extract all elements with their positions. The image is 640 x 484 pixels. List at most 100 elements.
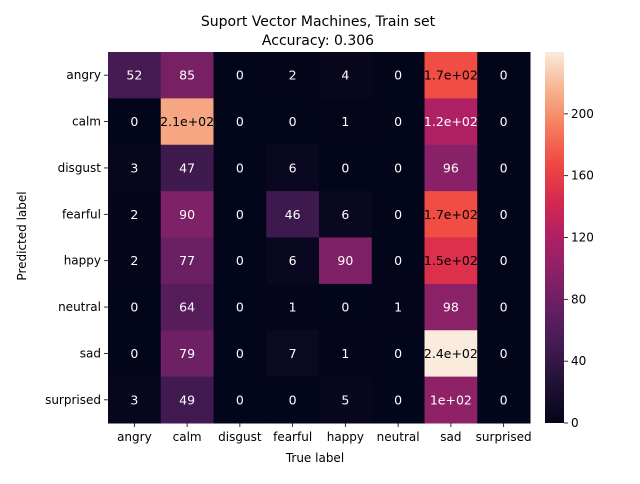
heatmap-cell bbox=[213, 376, 267, 424]
heatmap-cell bbox=[319, 98, 373, 146]
cell-value-label: 1.7e+02 bbox=[424, 207, 478, 222]
heatmap-cell bbox=[424, 237, 478, 285]
heatmap-cell bbox=[213, 98, 267, 146]
cell-value-label: 0 bbox=[500, 253, 508, 268]
cell-value-label: 1.2e+02 bbox=[424, 114, 478, 129]
cell-value-labels: 52 85 0 2 4 0 1.7e+02 0 0 2.1e+02 0 0 1 0 1.2e+02 0 3 47 0… bbox=[126, 68, 507, 408]
x-tick-label: angry bbox=[117, 430, 152, 444]
heatmap-cell bbox=[108, 237, 162, 285]
cell-value-label: 85 bbox=[179, 68, 195, 83]
heatmap-cell bbox=[424, 376, 478, 424]
cell-value-label: 52 bbox=[126, 68, 142, 83]
colorbar-tick-label: 0 bbox=[571, 416, 579, 430]
heatmap-cell bbox=[319, 52, 373, 99]
x-axis-ticks: angry calm disgust fearful happy neutral sad su… bbox=[117, 423, 532, 444]
cell-value-label: 64 bbox=[179, 300, 195, 315]
cell-value-label: 2.4e+02 bbox=[424, 346, 478, 361]
cell-value-label: 90 bbox=[337, 253, 353, 268]
heatmap-cell bbox=[371, 330, 425, 378]
heatmap-cell bbox=[108, 191, 162, 238]
x-tick-label: fearful bbox=[273, 430, 312, 444]
cell-value-label: 3 bbox=[130, 160, 138, 175]
cell-value-label: 0 bbox=[500, 346, 508, 361]
cell-value-label: 90 bbox=[179, 207, 195, 222]
heatmap-cell bbox=[424, 283, 478, 331]
heatmap-cell bbox=[108, 144, 162, 192]
cell-value-label: 0 bbox=[500, 68, 508, 83]
heatmap-cell bbox=[213, 237, 267, 285]
cell-value-label: 0 bbox=[500, 392, 508, 407]
y-tick-label: happy bbox=[64, 254, 101, 268]
cell-value-label: 0 bbox=[500, 207, 508, 222]
cell-value-label: 1.5e+02 bbox=[424, 253, 478, 268]
cell-value-label: 0 bbox=[236, 253, 244, 268]
heatmap-cell bbox=[424, 52, 478, 99]
y-tick-label: angry bbox=[66, 68, 101, 82]
heatmap-cell bbox=[266, 330, 320, 378]
heatmap-cell bbox=[266, 144, 320, 192]
heatmap-cell bbox=[371, 98, 425, 146]
heatmap-cell bbox=[108, 98, 162, 146]
heatmap-cell bbox=[266, 52, 320, 99]
heatmap-cell bbox=[477, 98, 531, 146]
cell-value-label: 2.1e+02 bbox=[160, 114, 214, 129]
heatmap-cell bbox=[160, 144, 214, 192]
colorbar-ticks: 0 40 80 120 160 200 bbox=[564, 107, 594, 430]
x-tick-label: surprised bbox=[476, 430, 532, 444]
heatmap-cell bbox=[213, 283, 267, 331]
cell-value-label: 0 bbox=[394, 68, 402, 83]
cell-value-label: 0 bbox=[130, 346, 138, 361]
heatmap-cell bbox=[424, 98, 478, 146]
cell-value-label: 6 bbox=[341, 207, 349, 222]
heatmap-cell bbox=[160, 191, 214, 238]
cell-value-label: 1 bbox=[289, 300, 297, 315]
heatmap-cell bbox=[319, 237, 373, 285]
cell-value-label: 4 bbox=[341, 68, 349, 83]
cell-value-label: 2 bbox=[289, 68, 297, 83]
cell-value-label: 0 bbox=[500, 160, 508, 175]
cell-value-label: 0 bbox=[394, 392, 402, 407]
heatmap-cell bbox=[319, 330, 373, 378]
heatmap-cell bbox=[477, 330, 531, 378]
heatmap-cell bbox=[160, 376, 214, 424]
x-axis-label: True label bbox=[285, 451, 344, 465]
cell-value-label: 0 bbox=[130, 114, 138, 129]
heatmap-cell bbox=[213, 330, 267, 378]
heatmap-cell bbox=[266, 191, 320, 238]
heatmap-cell bbox=[477, 283, 531, 331]
heatmap-cell bbox=[160, 283, 214, 331]
x-tick-label: disgust bbox=[218, 430, 262, 444]
heatmap-cell bbox=[160, 52, 214, 99]
cell-value-label: 2 bbox=[130, 207, 138, 222]
cell-value-label: 47 bbox=[179, 160, 195, 175]
heatmap-cell bbox=[266, 283, 320, 331]
heatmap-cell bbox=[213, 191, 267, 238]
cell-value-label: 0 bbox=[394, 253, 402, 268]
cell-value-label: 1e+02 bbox=[430, 392, 472, 407]
cell-value-label: 0 bbox=[236, 207, 244, 222]
heatmap-cell bbox=[477, 191, 531, 238]
y-tick-label: sad bbox=[80, 346, 101, 360]
cell-value-label: 1 bbox=[394, 300, 402, 315]
cell-value-label: 0 bbox=[130, 300, 138, 315]
cell-value-label: 46 bbox=[285, 207, 301, 222]
cell-value-label: 0 bbox=[236, 114, 244, 129]
cell-value-label: 2 bbox=[130, 253, 138, 268]
heatmap-cell bbox=[319, 376, 373, 424]
heatmap-cell bbox=[477, 237, 531, 285]
cell-value-label: 0 bbox=[394, 160, 402, 175]
heatmap-cell bbox=[213, 144, 267, 192]
colorbar bbox=[545, 52, 564, 423]
heatmap-cell bbox=[371, 237, 425, 285]
cell-value-label: 6 bbox=[289, 253, 297, 268]
y-tick-label: calm bbox=[72, 115, 101, 129]
colorbar-tick-label: 40 bbox=[571, 354, 586, 368]
cell-value-label: 6 bbox=[289, 160, 297, 175]
cell-value-label: 0 bbox=[394, 346, 402, 361]
cell-value-label: 1 bbox=[341, 114, 349, 129]
cell-value-label: 0 bbox=[341, 300, 349, 315]
y-tick-label: fearful bbox=[62, 207, 101, 221]
heatmap-cell bbox=[424, 144, 478, 192]
colorbar-tick-label: 160 bbox=[571, 169, 594, 183]
heatmap-cell bbox=[371, 283, 425, 331]
